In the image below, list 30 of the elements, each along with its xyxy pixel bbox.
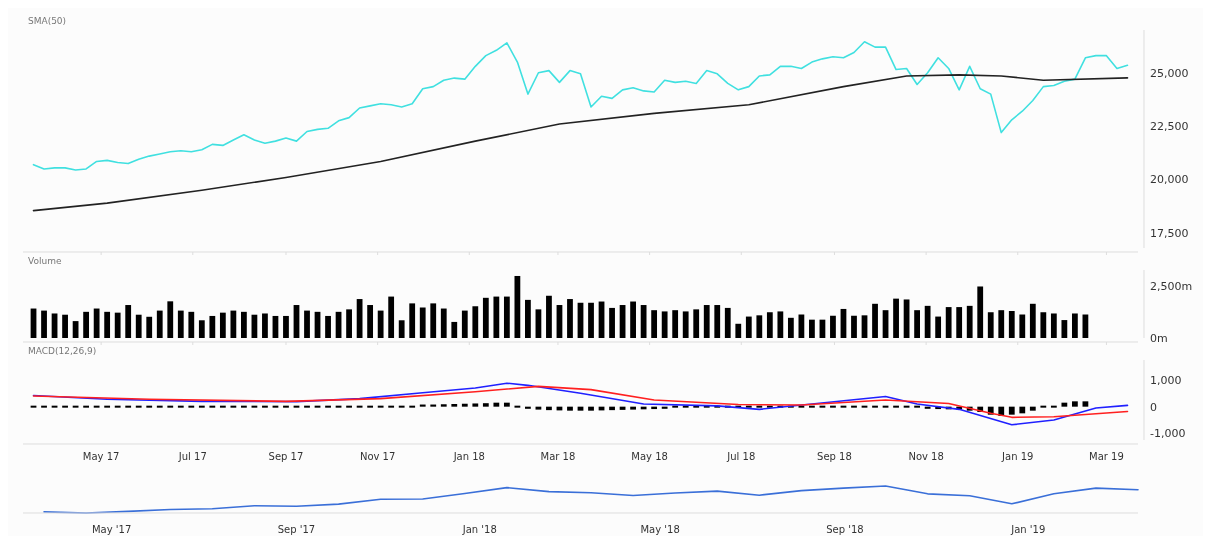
x-tick-label: Sep 18: [817, 451, 852, 462]
x-tick-label: Jan '19: [1010, 524, 1046, 535]
y-tick-label: 0: [1150, 400, 1157, 414]
y-tick-label: 17,500: [1150, 226, 1189, 240]
x-tick-label: Mar 19: [1089, 451, 1124, 462]
x-tick-label: May '17: [91, 524, 132, 535]
y-tick-label: 0m: [1150, 331, 1168, 345]
y-tick-label: -1,000: [1150, 427, 1186, 441]
x-tick-label: Jan 18: [452, 451, 485, 462]
y-tick-label: 1,000: [1150, 373, 1182, 387]
y-tick-label: 25,000: [1150, 66, 1189, 80]
x-tick-label: Nov 18: [908, 451, 944, 462]
y-tick-label: 22,500: [1150, 120, 1189, 134]
x-tick-label: May 18: [631, 451, 668, 462]
x-tick-label: Sep 17: [268, 451, 304, 462]
x-tick-label: Mar 18: [540, 451, 576, 462]
x-tick-label: Nov 17: [359, 451, 396, 462]
y-tick-label: 20,000: [1150, 173, 1189, 187]
chart-title: MACD(12,26,9): [28, 346, 97, 356]
y-tick-label: 2,500m: [1150, 280, 1193, 294]
x-tick-label: Jul 17: [177, 451, 207, 462]
x-tick-label: May '18: [640, 524, 680, 535]
x-tick-label: Sep '17: [277, 524, 316, 535]
x-tick-label: Jan 19: [1001, 451, 1034, 462]
chart-title: Volume: [28, 256, 62, 266]
chart-title: SMA(50): [28, 16, 67, 26]
x-tick-label: Jan '18: [461, 524, 497, 535]
x-tick-label: Jul 18: [726, 451, 756, 462]
x-tick-label: May 17: [82, 451, 120, 462]
x-tick-label: Sep '18: [826, 524, 864, 535]
